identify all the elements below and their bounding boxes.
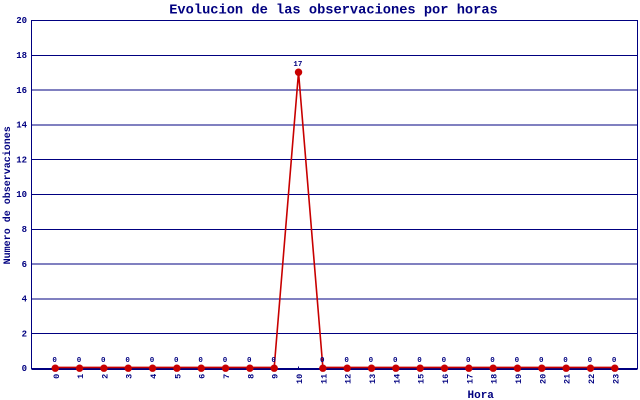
svg-text:8: 8 — [246, 374, 256, 379]
svg-text:10: 10 — [295, 374, 305, 384]
svg-text:17: 17 — [465, 374, 475, 384]
svg-text:17: 17 — [293, 61, 302, 69]
svg-text:2: 2 — [22, 329, 27, 339]
svg-text:0: 0 — [417, 357, 422, 365]
svg-text:2: 2 — [100, 374, 110, 379]
svg-text:22: 22 — [587, 374, 597, 384]
svg-text:0: 0 — [515, 357, 520, 365]
svg-text:4: 4 — [149, 374, 159, 379]
svg-text:21: 21 — [563, 374, 573, 384]
svg-text:1: 1 — [76, 374, 86, 379]
svg-text:5: 5 — [173, 374, 183, 379]
svg-text:0: 0 — [271, 357, 276, 365]
svg-text:0: 0 — [588, 357, 593, 365]
svg-text:0: 0 — [125, 357, 130, 365]
svg-text:0: 0 — [174, 357, 179, 365]
svg-text:0: 0 — [247, 357, 252, 365]
svg-text:0: 0 — [369, 357, 374, 365]
svg-text:0: 0 — [612, 357, 617, 365]
svg-text:0: 0 — [52, 357, 57, 365]
svg-text:Hora: Hora — [468, 390, 495, 400]
svg-text:6: 6 — [22, 260, 27, 270]
svg-text:3: 3 — [125, 374, 135, 379]
svg-text:4: 4 — [22, 295, 28, 305]
svg-text:0: 0 — [223, 357, 228, 365]
svg-text:0: 0 — [150, 357, 155, 365]
svg-text:0: 0 — [539, 357, 544, 365]
svg-text:0: 0 — [490, 357, 495, 365]
svg-text:0: 0 — [77, 357, 82, 365]
svg-text:9: 9 — [271, 374, 281, 379]
svg-text:16: 16 — [441, 374, 451, 384]
svg-text:19: 19 — [514, 374, 524, 384]
svg-text:0: 0 — [563, 357, 568, 365]
svg-text:12: 12 — [344, 374, 354, 384]
svg-text:Numero de observaciones: Numero de observaciones — [2, 126, 14, 264]
svg-text:Evolucion de las observaciones: Evolucion de las observaciones por horas — [169, 3, 498, 18]
svg-text:18: 18 — [490, 374, 500, 384]
svg-text:0: 0 — [52, 374, 62, 379]
svg-text:8: 8 — [22, 225, 27, 235]
svg-text:13: 13 — [368, 374, 378, 384]
svg-text:0: 0 — [466, 357, 471, 365]
svg-text:20: 20 — [16, 16, 27, 26]
svg-text:11: 11 — [319, 374, 329, 384]
svg-text:0: 0 — [22, 364, 27, 374]
svg-text:16: 16 — [16, 86, 27, 96]
svg-text:0: 0 — [320, 357, 325, 365]
svg-text:10: 10 — [16, 190, 27, 200]
svg-text:7: 7 — [222, 374, 232, 379]
svg-text:0: 0 — [101, 357, 106, 365]
svg-text:0: 0 — [344, 357, 349, 365]
svg-text:6: 6 — [198, 374, 208, 379]
svg-text:15: 15 — [417, 374, 427, 384]
svg-text:0: 0 — [393, 357, 398, 365]
svg-text:0: 0 — [442, 357, 447, 365]
svg-text:14: 14 — [16, 121, 27, 131]
svg-text:12: 12 — [16, 155, 27, 165]
svg-text:20: 20 — [538, 374, 548, 384]
svg-text:0: 0 — [198, 357, 203, 365]
svg-text:18: 18 — [16, 51, 27, 61]
svg-text:14: 14 — [392, 374, 402, 384]
svg-text:23: 23 — [611, 374, 621, 384]
